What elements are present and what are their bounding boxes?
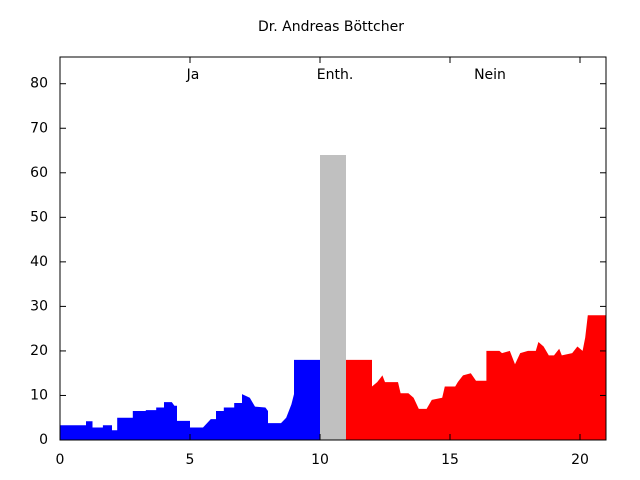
area (346, 315, 606, 440)
area (320, 154, 346, 440)
y-tick-label: 60 (30, 165, 48, 181)
y-tick-label: 80 (30, 76, 48, 92)
plot-frame (59, 56, 607, 441)
x-tick-label: 20 (571, 452, 589, 468)
x-tick-label: 5 (186, 452, 195, 468)
annotation: Enth. (317, 67, 354, 83)
annotation: Nein (474, 67, 506, 83)
y-tick-label: 70 (30, 120, 48, 136)
annotation: Ja (186, 67, 200, 83)
y-tick-label: 40 (30, 254, 48, 270)
y-tick-label: 20 (30, 343, 48, 359)
x-tick-label: 15 (441, 452, 459, 468)
area (60, 359, 320, 440)
y-tick-label: 50 (30, 209, 48, 225)
y-tick-label: 10 (30, 387, 48, 403)
x-tick-label: 0 (56, 452, 65, 468)
chart-title: Dr. Andreas Böttcher (258, 19, 404, 35)
y-tick-label: 0 (39, 432, 48, 448)
x-tick-label: 10 (311, 452, 329, 468)
y-tick-label: 30 (30, 298, 48, 314)
